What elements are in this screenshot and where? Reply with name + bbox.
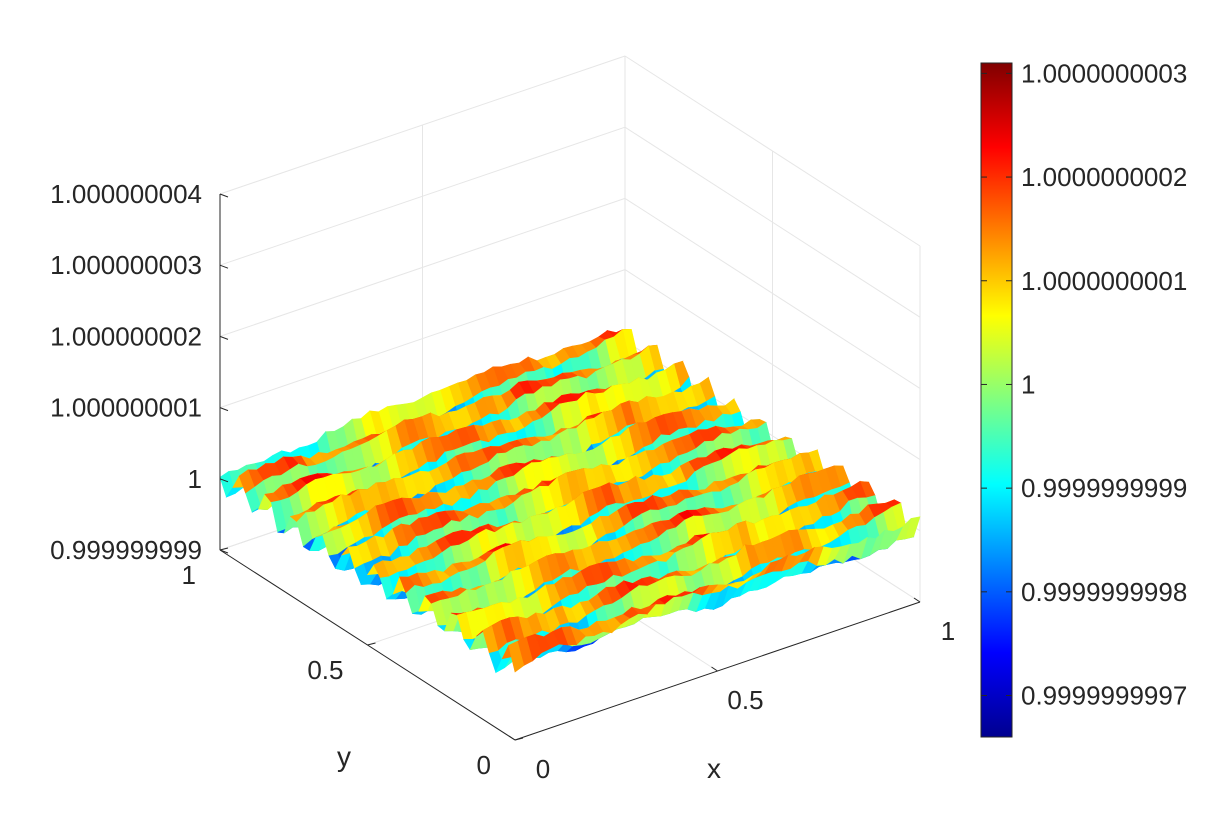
z-tick-label: 1.000000004 — [50, 179, 202, 209]
x-tick-mark — [913, 597, 921, 603]
z-tick-mark — [219, 478, 229, 483]
x-tick-label: 1 — [941, 616, 955, 646]
z-tick-mark — [219, 407, 229, 412]
colorbar-ticks: 0.9999999997 0.9999999998 0.9999999999 1 1.0… — [981, 58, 1187, 711]
y-axis-label: y — [337, 741, 351, 772]
y-tick-mark — [219, 547, 229, 551]
surface-plot — [219, 328, 921, 674]
x-axis-ticks: 00.51 — [508, 597, 955, 784]
z-tick-label: 1.000000001 — [50, 393, 202, 423]
colorbar-tick-label: 1 — [1021, 369, 1035, 399]
z-tick-label: 1.000000003 — [50, 250, 202, 280]
x-tick-mark — [711, 666, 718, 672]
z-tick-label: 1 — [188, 464, 202, 494]
colorbar-tick-label: 0.9999999999 — [1021, 473, 1187, 503]
colorbar-tick-label: 0.9999999998 — [1021, 577, 1187, 607]
colorbar: 0.9999999997 0.9999999998 0.9999999999 1 1.0… — [980, 58, 1187, 738]
colorbar-tick-label: 1.0000000003 — [1021, 58, 1187, 88]
z-tick-mark — [219, 193, 229, 198]
y-tick-mark — [367, 642, 376, 646]
x-tick-label: 0.5 — [727, 685, 763, 715]
y-tick-mark — [514, 737, 524, 741]
x-tick-mark — [508, 735, 516, 741]
colorbar-tick-label: 0.9999999997 — [1021, 681, 1187, 711]
y-tick-label: 0 — [477, 750, 491, 780]
z-axis-ticks: 0.999999999 1 1.000000001 1.000000002 1.0000… — [50, 179, 229, 565]
y-axis-ticks: 00.51 — [182, 547, 524, 780]
z-tick-mark — [219, 335, 229, 340]
x-axis-label: x — [707, 753, 721, 784]
colorbar-tick-label: 1.0000000002 — [1021, 162, 1187, 192]
z-tick-label: 0.999999999 — [50, 535, 202, 565]
z-tick-mark — [219, 549, 229, 554]
z-tick-label: 1.000000002 — [50, 321, 202, 351]
colorbar-tick-label: 1.0000000001 — [1021, 266, 1187, 296]
z-tick-mark — [219, 264, 229, 269]
y-tick-label: 0.5 — [307, 655, 343, 685]
surface-patch — [508, 640, 525, 673]
x-tick-label: 0 — [536, 754, 550, 784]
axes-3d: 0.99999999911.0000000011.0000000021.0000… — [50, 55, 955, 784]
colorbar-gradient — [980, 62, 1013, 738]
y-tick-label: 1 — [182, 560, 196, 590]
